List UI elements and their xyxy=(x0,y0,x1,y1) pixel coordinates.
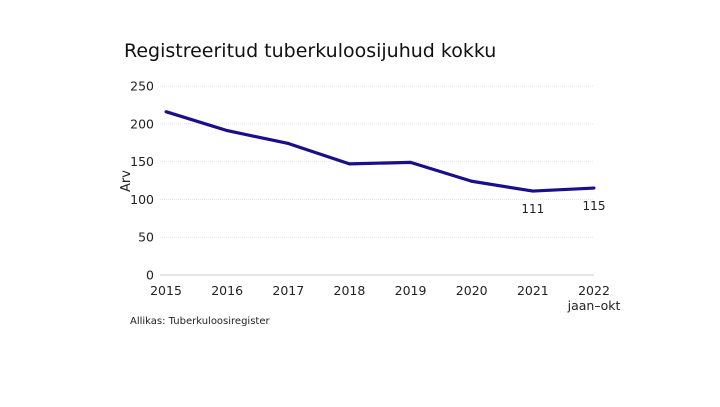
x-tick-label: 2018 xyxy=(334,283,366,298)
y-tick-label: 0 xyxy=(146,268,154,283)
x-tick-label: 2021 xyxy=(517,283,549,298)
data-point xyxy=(286,141,290,145)
y-tick-label: 100 xyxy=(130,192,154,207)
data-point xyxy=(592,186,596,190)
data-label: 111 xyxy=(521,202,544,216)
x-tick-label: 2015 xyxy=(150,283,182,298)
source-note: Allikas: Tuberkuloosiregister xyxy=(130,316,270,327)
y-tick-label: 150 xyxy=(130,154,154,169)
y-axis-label: Arv xyxy=(119,170,134,192)
x-tick-label: 2020 xyxy=(456,283,488,298)
data-point xyxy=(409,160,413,164)
data-point xyxy=(164,110,168,114)
data-point xyxy=(347,162,351,166)
x-tick-sublabel: jaan–okt xyxy=(567,298,621,313)
data-point xyxy=(531,189,535,193)
x-tick-label: 2022 xyxy=(578,283,610,298)
y-tick-label: 200 xyxy=(130,116,154,131)
x-tick-label: 2017 xyxy=(272,283,304,298)
chart-title: Registreeritud tuberkuloosijuhud kokku xyxy=(124,40,497,62)
x-tick-label: 2019 xyxy=(395,283,427,298)
data-point xyxy=(470,179,474,183)
x-tick-label: 2016 xyxy=(211,283,243,298)
data-label: 115 xyxy=(583,199,606,213)
y-tick-label: 250 xyxy=(130,79,154,94)
series-line xyxy=(165,110,595,193)
data-point xyxy=(225,129,229,133)
y-tick-label: 50 xyxy=(138,230,154,245)
